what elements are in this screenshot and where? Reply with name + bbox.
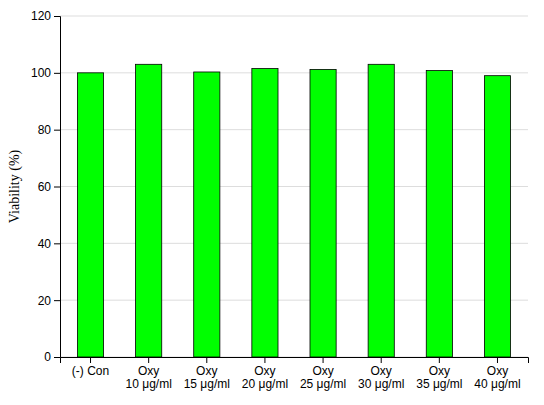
- x-tick-mark: [497, 357, 498, 363]
- bar: [484, 76, 510, 357]
- bar: [194, 72, 220, 357]
- x-tick-label-line: Oxy: [487, 364, 508, 378]
- y-tick: 40: [38, 237, 60, 251]
- grid: [60, 16, 528, 357]
- x-tick: (-) Con: [72, 357, 109, 378]
- y-axis-line: [54, 17, 61, 358]
- y-axis: 0 20 40 60 80 100 120: [31, 9, 61, 364]
- y-tick-label: 40: [38, 237, 52, 251]
- y-tick-label: 80: [38, 123, 52, 137]
- x-tick-label-line: Oxy: [138, 364, 159, 378]
- x-tick-label: Oxy35 μg/ml: [416, 364, 462, 392]
- x-tick-mark: [323, 357, 324, 363]
- y-tick: 60: [38, 180, 60, 194]
- y-tick-mark: [54, 300, 60, 301]
- grid-line: [60, 300, 528, 301]
- x-tick-label: Oxy20 μg/ml: [242, 364, 288, 392]
- x-tick: Oxy30 μg/ml: [358, 357, 404, 391]
- x-tick-label-line: Oxy: [196, 364, 217, 378]
- x-tick-label: Oxy30 μg/ml: [358, 364, 404, 392]
- y-axis-title: Viability (%): [7, 149, 23, 223]
- x-tick-label-line: Oxy: [429, 364, 450, 378]
- x-tick-label-line: 20 μg/ml: [242, 377, 288, 391]
- x-tick-label-line: 25 μg/ml: [300, 377, 346, 391]
- x-tick-label: Oxy40 μg/ml: [474, 364, 520, 392]
- x-tick-label-line: 10 μg/ml: [126, 377, 172, 391]
- x-tick: Oxy10 μg/ml: [126, 357, 172, 391]
- y-tick-label: 0: [44, 350, 51, 364]
- grid-line: [60, 129, 528, 130]
- x-tick: Oxy40 μg/ml: [474, 357, 520, 391]
- grid-line: [60, 16, 528, 17]
- y-tick-mark: [54, 16, 60, 17]
- bar: [77, 73, 103, 357]
- x-axis: (-) ConOxy10 μg/mlOxy15 μg/mlOxy20 μg/ml…: [61, 357, 529, 391]
- x-axis-line: [61, 358, 529, 364]
- y-tick-mark: [54, 357, 60, 358]
- y-tick-label: 20: [38, 294, 52, 308]
- bar: [136, 64, 162, 357]
- y-tick: 100: [31, 66, 60, 80]
- x-tick-mark: [148, 357, 149, 363]
- x-tick-label-line: Oxy: [371, 364, 392, 378]
- x-tick: Oxy25 μg/ml: [300, 357, 346, 391]
- y-tick: 80: [38, 123, 60, 137]
- chart-container: 020406080100120(-) ConOxy10 μg/mlOxy15 μ…: [0, 0, 544, 405]
- y-tick-label: 60: [38, 180, 52, 194]
- x-tick: Oxy35 μg/ml: [416, 357, 462, 391]
- x-tick-label: Oxy15 μg/ml: [184, 364, 230, 392]
- x-tick: Oxy20 μg/ml: [242, 357, 288, 391]
- x-tick-label-line: Oxy: [254, 364, 275, 378]
- x-tick-label: Oxy10 μg/ml: [126, 364, 172, 392]
- plot-area: 020406080100120(-) ConOxy10 μg/mlOxy15 μ…: [31, 9, 529, 391]
- x-tick: Oxy15 μg/ml: [184, 357, 230, 391]
- x-tick-mark: [381, 357, 382, 363]
- x-tick-label: (-) Con: [72, 364, 109, 378]
- bar: [368, 64, 394, 357]
- grid-line: [60, 72, 528, 73]
- bars: [77, 64, 510, 357]
- y-tick-mark: [54, 73, 60, 74]
- x-tick-mark: [264, 357, 265, 363]
- x-tick-mark: [90, 357, 91, 363]
- x-tick-label-line: (-) Con: [72, 364, 109, 378]
- x-tick-label-line: 30 μg/ml: [358, 377, 404, 391]
- y-tick-label: 100: [31, 66, 51, 80]
- bar: [426, 71, 452, 357]
- grid-line: [60, 186, 528, 187]
- y-tick-mark: [54, 187, 60, 188]
- x-tick-label-line: 40 μg/ml: [474, 377, 520, 391]
- y-tick-mark: [54, 243, 60, 244]
- y-tick: 20: [38, 294, 60, 308]
- x-tick-label: Oxy25 μg/ml: [300, 364, 346, 392]
- x-tick-label-line: 35 μg/ml: [416, 377, 462, 391]
- y-tick-mark: [54, 130, 60, 131]
- bar: [252, 69, 278, 357]
- y-tick-label: 120: [31, 9, 51, 23]
- y-tick: 0: [44, 350, 60, 364]
- bar: [310, 69, 336, 357]
- x-tick-mark: [439, 357, 440, 363]
- chart-svg: 020406080100120(-) ConOxy10 μg/mlOxy15 μ…: [0, 0, 544, 405]
- x-tick-label-line: Oxy: [312, 364, 333, 378]
- grid-line: [60, 243, 528, 244]
- y-tick: 120: [31, 9, 60, 23]
- x-tick-mark: [206, 357, 207, 363]
- x-tick-label-line: 15 μg/ml: [184, 377, 230, 391]
